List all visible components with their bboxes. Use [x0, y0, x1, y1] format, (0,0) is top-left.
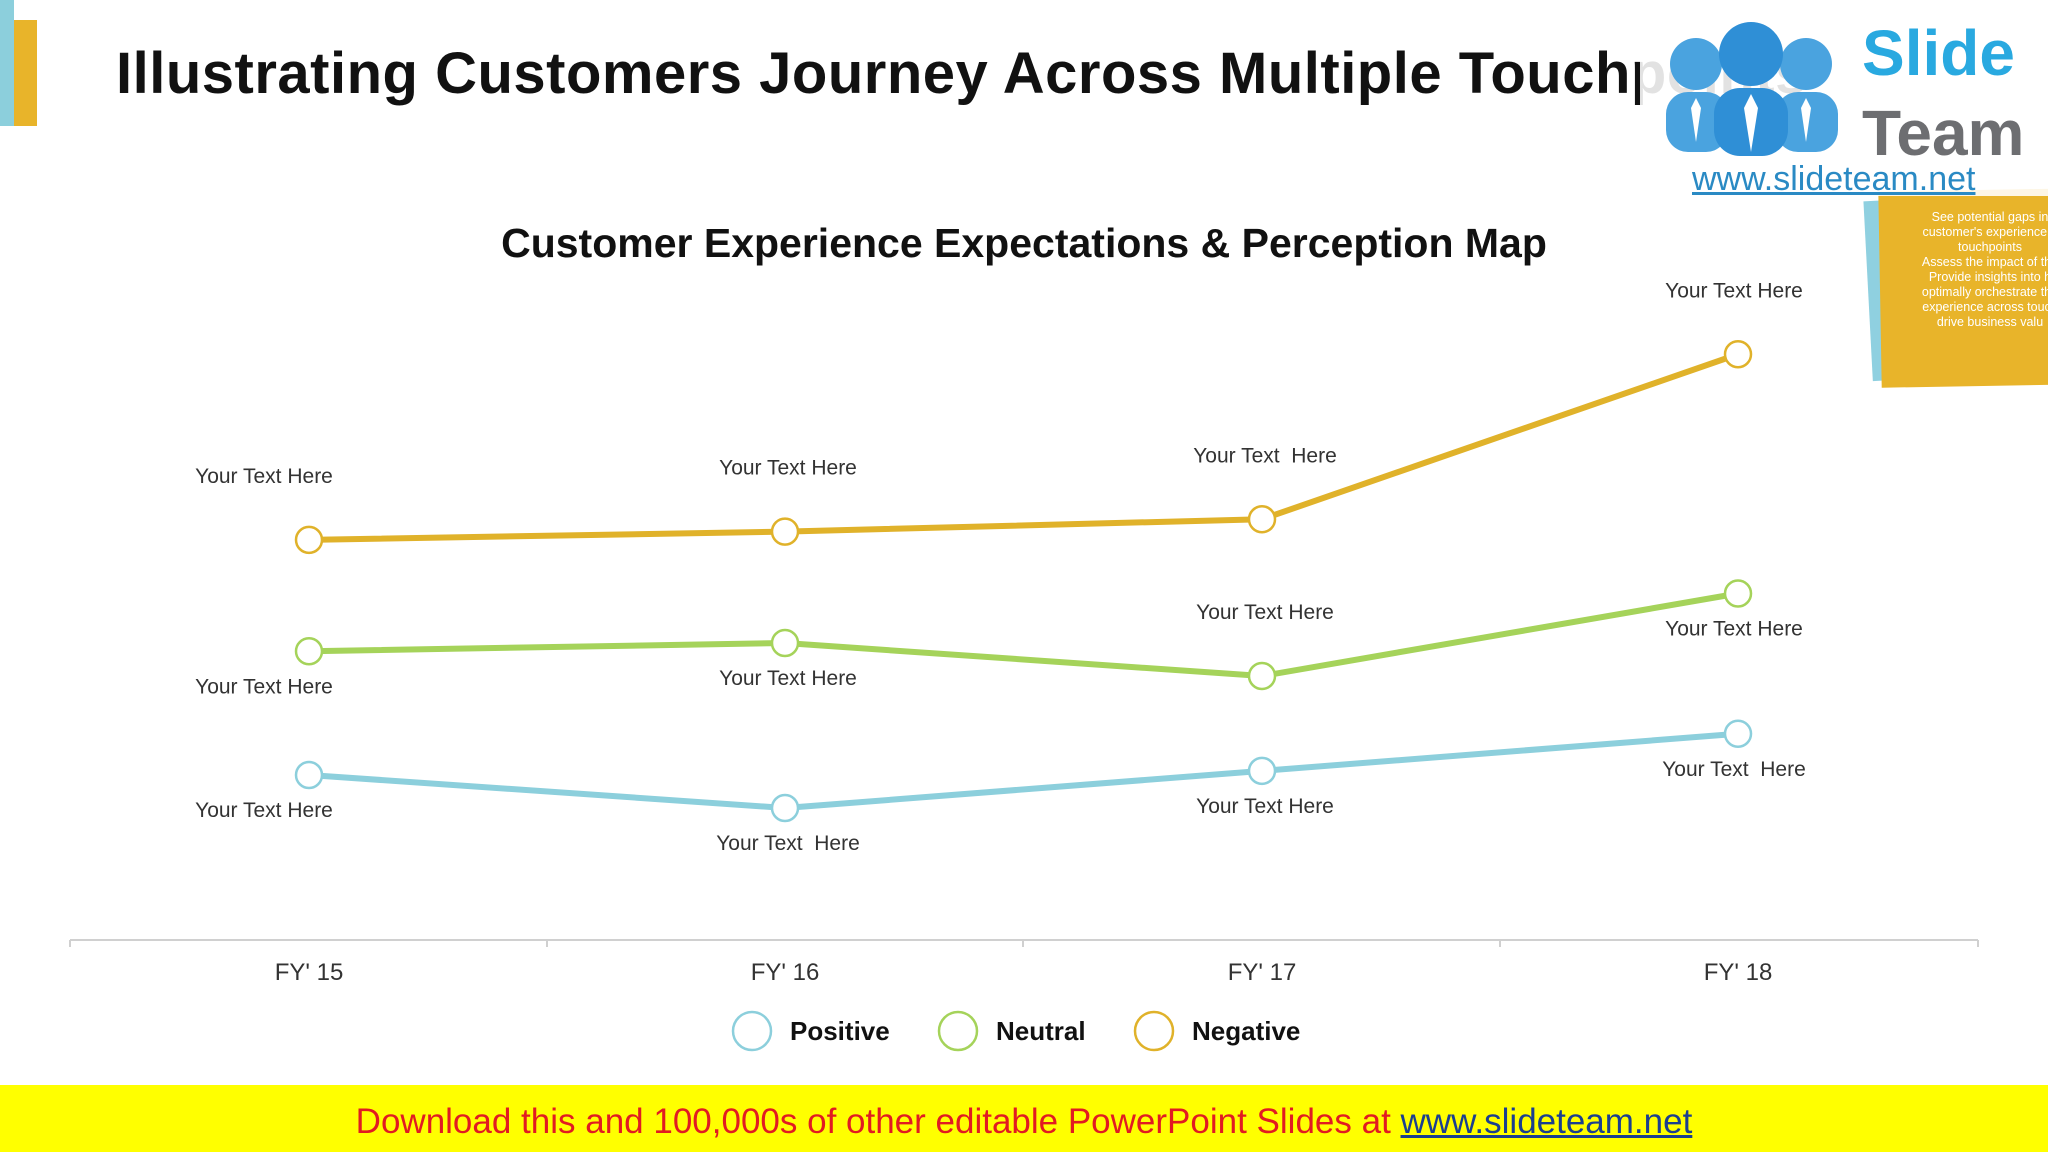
data-label: Your Text Here [195, 465, 333, 488]
data-point-positive [770, 793, 800, 823]
sticky-note-line: Provide insights into h [1928, 270, 2048, 284]
data-point-positive [294, 760, 324, 790]
series-line-positive [308, 730, 1739, 811]
data-label: Your Text Here [719, 667, 857, 690]
legend-marker-neutral [937, 1010, 979, 1052]
data-label: Your Text Here [719, 457, 857, 480]
accent-bar-blue [0, 0, 14, 126]
sticky-note-line: See potential gaps in [1931, 210, 2048, 224]
logo-url[interactable]: www.slideteam.net [1692, 160, 1976, 198]
accent-bar-gold [14, 20, 37, 126]
x-tick-label: FY' 18 [1704, 959, 1773, 986]
data-point-negative [294, 525, 324, 555]
line-chart: FY' 15 FY' 16 FY' 17 FY' 18 Your Text Here Yo… [69, 279, 1979, 1052]
series-line-neutral [308, 590, 1739, 679]
banner-text: Download this and 100,000s of other edit… [0, 1102, 2048, 1142]
series-line-negative [308, 351, 1739, 543]
people-icon [1666, 22, 1838, 156]
legend-label-neutral: Neutral [996, 1016, 1086, 1046]
sticky-note-line: drive business valu [1936, 315, 2044, 329]
banner-message: Download this and 100,000s of other edit… [355, 1102, 1401, 1141]
data-point-negative [1247, 505, 1277, 534]
data-point-negative [1723, 340, 1753, 369]
data-label: Your Text Here [1662, 758, 1806, 781]
sticky-note-line: customer's experience b [1922, 225, 2048, 239]
logo-brand-bottom: Team [1862, 97, 2025, 169]
data-point-neutral [770, 628, 800, 658]
data-point-neutral [1247, 661, 1277, 691]
data-point-positive [1247, 756, 1277, 786]
data-label: Your Text Here [195, 799, 333, 822]
slide-title: Illustrating Customers Journey Across Mu… [116, 41, 1808, 106]
data-label: Your Text Here [1196, 601, 1334, 624]
data-point-neutral [1723, 579, 1753, 608]
slideteam-logo: Slide Team www.slideteam.net [1640, 0, 2048, 198]
legend-label-negative: Negative [1192, 1016, 1300, 1046]
download-banner [0, 1085, 2048, 1152]
data-label: Your Text Here [195, 675, 333, 698]
legend-marker-positive [731, 1010, 773, 1052]
legend-marker-negative [1133, 1010, 1175, 1052]
sticky-note-line: experience across touch [1922, 300, 2048, 314]
data-label: Your Text Here [1665, 279, 1803, 302]
sticky-note-line: optimally orchestrate the [1921, 285, 2048, 299]
data-label: Your Text Here [716, 832, 860, 855]
x-tick-label: FY' 16 [751, 959, 820, 986]
sticky-note-text: See potential gaps in customer's experien… [1890, 210, 2048, 330]
data-point-neutral [294, 637, 324, 666]
data-label: Your Text Here [1665, 618, 1803, 641]
banner-link[interactable]: www.slideteam.net [1400, 1102, 1693, 1141]
x-tick-label: FY' 15 [275, 959, 344, 986]
legend-label-positive: Positive [790, 1016, 890, 1046]
sticky-note-line: Assess the impact of the [1921, 255, 2048, 269]
chart-title: Customer Experience Expectations & Perce… [501, 220, 1547, 266]
x-tick-label: FY' 17 [1228, 959, 1297, 986]
data-label: Your Text Here [1193, 444, 1337, 467]
data-label: Your Text Here [1196, 795, 1334, 818]
data-point-negative [770, 517, 800, 546]
data-point-positive [1723, 719, 1753, 748]
sticky-note-line: touchpoints [1958, 240, 2022, 254]
logo-brand-top: Slide [1862, 17, 2015, 89]
